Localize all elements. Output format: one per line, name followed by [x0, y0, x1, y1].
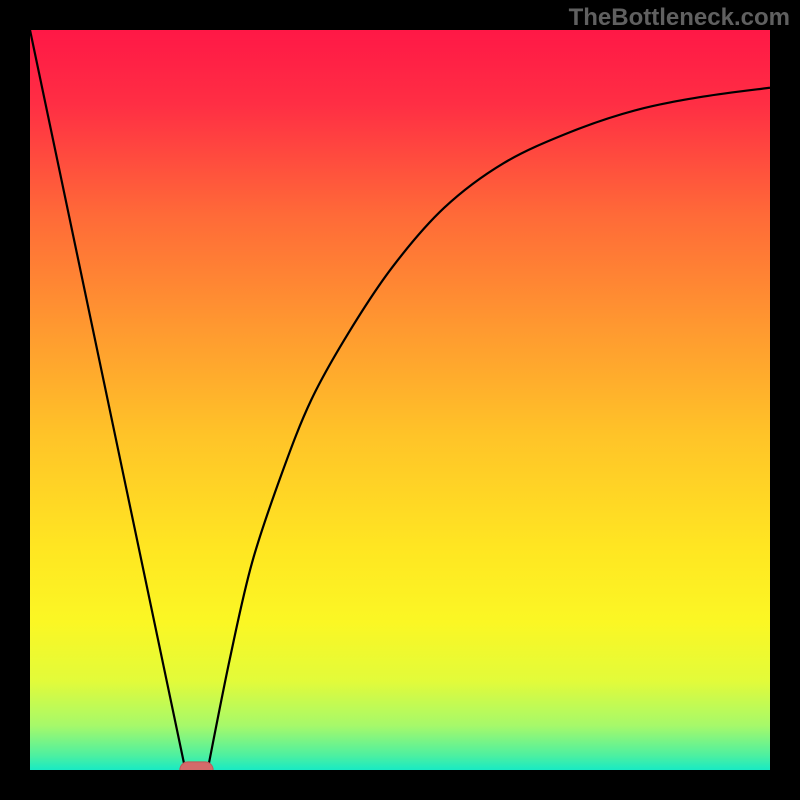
plot-area	[30, 30, 770, 770]
minimum-marker	[180, 762, 213, 770]
watermark-text: TheBottleneck.com	[569, 4, 790, 32]
curve-right	[208, 88, 770, 770]
curve-left	[30, 30, 185, 770]
curves-svg	[30, 30, 770, 770]
chart-container: TheBottleneck.com	[0, 0, 800, 800]
